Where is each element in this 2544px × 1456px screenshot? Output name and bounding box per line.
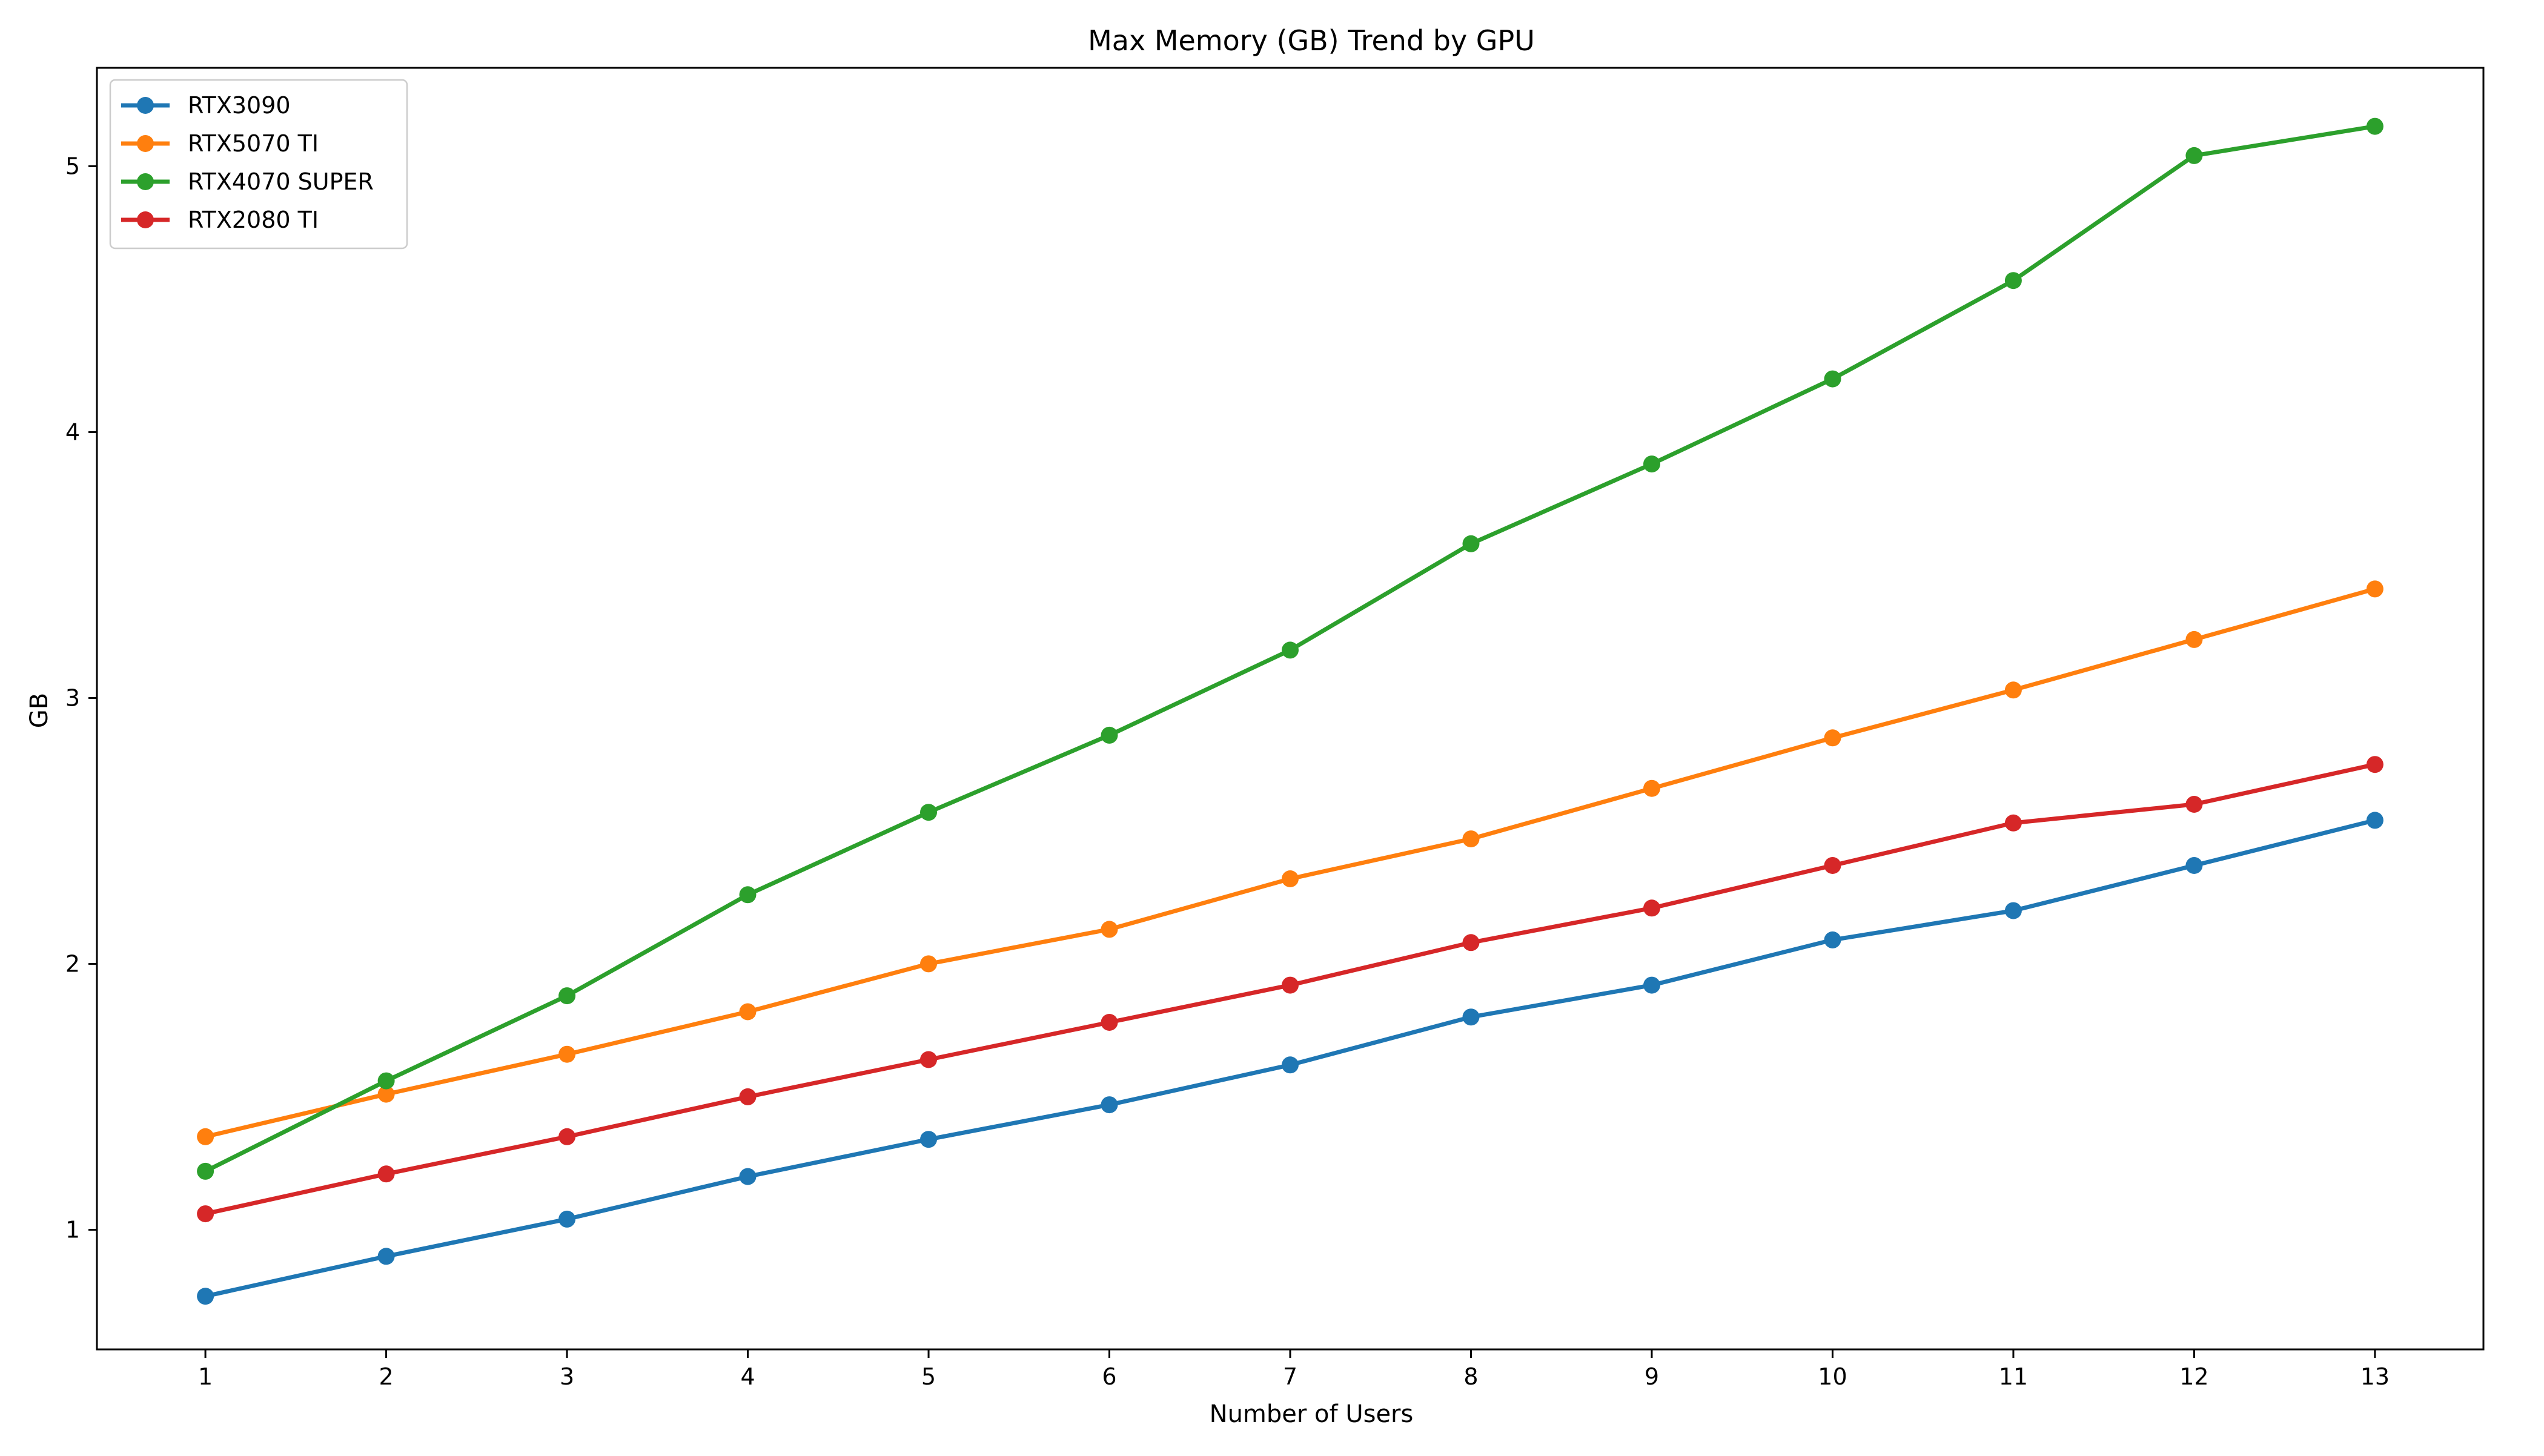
data-point	[377, 1085, 395, 1103]
data-point	[558, 1128, 576, 1145]
data-point	[920, 1131, 937, 1148]
data-point	[377, 1165, 395, 1183]
data-point	[1824, 857, 1841, 874]
x-tick-label: 5	[921, 1363, 936, 1390]
data-point	[197, 1162, 214, 1180]
x-tick-label: 4	[740, 1363, 755, 1390]
data-point	[1824, 370, 1841, 388]
data-point	[920, 955, 937, 973]
x-axis-label: Number of Users	[1210, 1400, 1414, 1428]
data-point	[197, 1205, 214, 1223]
data-point	[1643, 899, 1660, 917]
data-point	[1282, 641, 1299, 659]
x-tick-label: 13	[2360, 1363, 2390, 1390]
chart-title: Max Memory (GB) Trend by GPU	[1088, 24, 1535, 57]
data-point	[1462, 535, 1480, 552]
data-point	[1462, 830, 1480, 848]
x-tick-label: 3	[560, 1363, 574, 1390]
data-point	[2366, 580, 2383, 598]
y-tick-label: 2	[65, 950, 80, 977]
data-point	[2185, 857, 2203, 874]
data-point	[2004, 272, 2022, 290]
x-tick-label: 12	[2179, 1363, 2208, 1390]
legend-item: RTX2080 TI	[121, 207, 319, 233]
x-tick-label: 6	[1102, 1363, 1116, 1390]
legend-swatch-marker	[137, 173, 154, 190]
data-point	[1462, 934, 1480, 951]
data-point	[2185, 147, 2203, 164]
data-point	[2004, 681, 2022, 699]
data-point	[1282, 1056, 1299, 1074]
x-tick-label: 8	[1463, 1363, 1478, 1390]
series-0	[197, 812, 2383, 1305]
data-point	[1101, 726, 1118, 744]
x-tick-label: 9	[1645, 1363, 1659, 1390]
data-point	[1643, 779, 1660, 797]
legend-swatch-marker	[137, 211, 154, 228]
data-point	[739, 1088, 757, 1105]
legend-box	[109, 79, 408, 250]
data-point	[739, 886, 757, 904]
data-point	[377, 1248, 395, 1265]
legend-swatch-marker	[137, 135, 154, 152]
data-point	[1101, 921, 1118, 938]
x-tick-label: 1	[198, 1363, 213, 1390]
y-tick-label: 1	[65, 1216, 80, 1243]
data-point	[1462, 1008, 1480, 1026]
x-tick-label: 7	[1283, 1363, 1297, 1390]
series-3	[197, 756, 2383, 1223]
data-point	[1824, 931, 1841, 948]
data-point	[1101, 1096, 1118, 1114]
data-point	[1282, 870, 1299, 887]
data-point	[197, 1288, 214, 1305]
legend-label: RTX2080 TI	[188, 207, 319, 233]
data-point	[920, 1051, 937, 1068]
x-tick-label: 10	[1818, 1363, 1847, 1390]
x-tick-label: 11	[1999, 1363, 2028, 1390]
legend: RTX3090 RTX5070 TI RTX4070 SUPER RTX2080 TI	[109, 79, 408, 250]
data-point	[2004, 902, 2022, 919]
data-point	[1824, 729, 1841, 747]
legend-label: RTX3090	[188, 92, 291, 119]
data-point	[558, 1045, 576, 1063]
data-point	[1282, 976, 1299, 994]
data-point	[1643, 455, 1660, 473]
data-point	[2366, 756, 2383, 773]
plot-area	[197, 117, 2383, 1305]
data-point	[2185, 796, 2203, 813]
data-point	[1101, 1014, 1118, 1031]
data-point	[2366, 812, 2383, 829]
y-tick-label: 4	[65, 419, 80, 445]
y-tick-label: 5	[65, 153, 80, 179]
data-point	[197, 1128, 214, 1145]
data-point	[1643, 976, 1660, 994]
legend-item: RTX4070 SUPER	[121, 168, 374, 195]
legend-swatch-marker	[137, 97, 154, 114]
data-point	[377, 1072, 395, 1090]
x-tick-label: 2	[379, 1363, 393, 1390]
legend-item: RTX3090	[121, 92, 291, 119]
legend-item: RTX5070 TI	[121, 130, 319, 157]
data-point	[2004, 814, 2022, 832]
data-point	[558, 987, 576, 1005]
data-point	[2366, 117, 2383, 135]
y-tick-label: 3	[65, 684, 80, 711]
legend-label: RTX5070 TI	[188, 130, 319, 157]
y-axis-label: GB	[25, 693, 53, 728]
legend-label: RTX4070 SUPER	[188, 168, 374, 195]
data-point	[2185, 630, 2203, 648]
data-point	[558, 1210, 576, 1228]
series-2	[197, 117, 2383, 1180]
data-point	[739, 1003, 757, 1021]
data-point	[739, 1168, 757, 1185]
series-1	[197, 580, 2383, 1145]
data-point	[920, 804, 937, 821]
